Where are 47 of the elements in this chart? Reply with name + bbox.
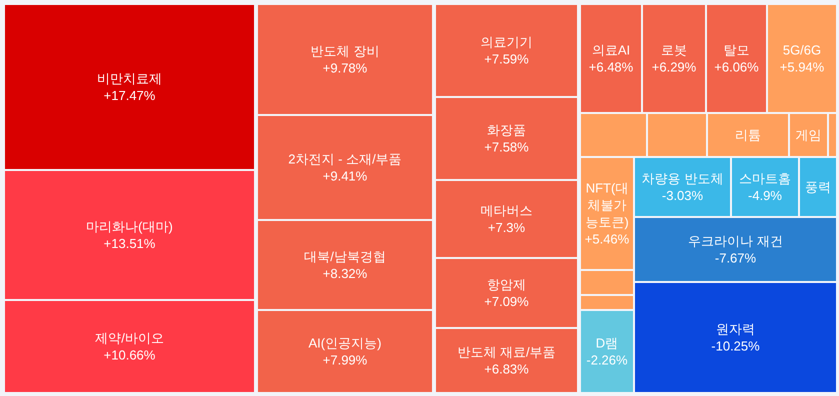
data-label: +7.09% [484, 294, 530, 310]
data-label: +6.83% [484, 362, 530, 377]
data-label: +7.58% [484, 140, 530, 155]
category-label: 차량용 반도체 [642, 171, 724, 186]
category-label: 우크라이나 재건 [688, 234, 783, 249]
data-label: -2.26% [586, 352, 628, 368]
category-label: 반도체 재료/부품 [457, 344, 556, 360]
data-label: +8.32% [322, 266, 368, 282]
data-label: +7.99% [322, 352, 368, 368]
data-label: +17.47% [104, 88, 156, 104]
data-label: +7.59% [484, 52, 530, 67]
data-label: +5.46% [584, 232, 630, 247]
data-label: +10.66% [104, 348, 156, 363]
category-label: 스마트홈 [739, 171, 791, 186]
category-label: 의료AI [592, 42, 630, 58]
data-label: -4.9% [748, 188, 782, 204]
category-label: 항암제 [487, 277, 526, 292]
category-label: 풍력 [805, 180, 831, 195]
category-label: 마리화나(대마) [86, 219, 173, 234]
category-label: 5G/6G [782, 42, 822, 58]
category-label: 비만치료제 [97, 71, 162, 86]
category-label: 의료기기 [480, 34, 532, 50]
data-label: +9.78% [322, 60, 368, 76]
data-label: +6.06% [714, 60, 760, 75]
category-label: 대북/남북경협 [304, 249, 386, 264]
data-label: +7.3% [488, 220, 526, 236]
data-label: +6.48% [588, 60, 634, 75]
category-label: 메타버스 [480, 203, 532, 218]
category-label: 화장품 [487, 122, 526, 138]
category-label: 게임 [796, 128, 822, 143]
data-label: +6.29% [652, 60, 697, 75]
data-label: +5.94% [780, 60, 825, 75]
category-label: 2차전지 - 소재/부품 [288, 152, 402, 167]
data-label: -10.25% [711, 338, 760, 354]
category-label: AI(인공지능) [308, 336, 382, 351]
data-label: +9.41% [322, 168, 368, 184]
category-label: 반도체 장비 [310, 44, 380, 59]
category-label: 리튬 [735, 128, 761, 143]
category-label: 원자력 [716, 322, 755, 337]
category-label: 로봇 [661, 42, 687, 58]
category-label: D램 [596, 336, 618, 351]
data-label: -3.03% [662, 188, 704, 204]
category-label: NFT(대체불가능토큰) [585, 180, 629, 230]
category-label: 제약/바이오 [95, 330, 164, 346]
data-label: -7.67% [714, 250, 757, 266]
data-label: +13.51% [104, 236, 156, 252]
category-label: 탈모 [724, 42, 750, 58]
